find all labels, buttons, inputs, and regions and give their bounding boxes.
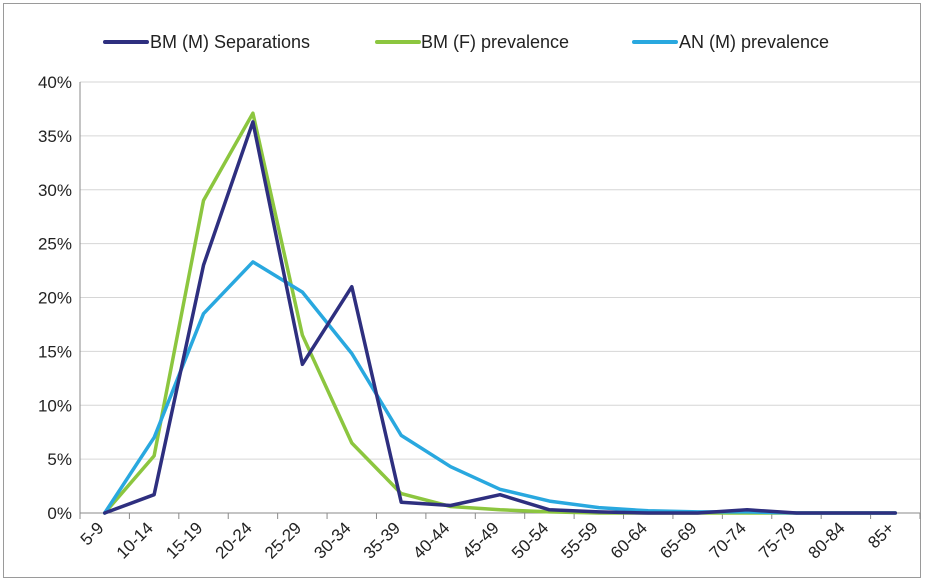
axes xyxy=(79,82,921,519)
y-tick-label: 25% xyxy=(38,235,72,254)
gridlines xyxy=(80,81,920,460)
legend-item: AN (M) prevalence xyxy=(632,32,829,52)
y-tick-label: 20% xyxy=(38,289,72,308)
legend-label: BM (F) prevalence xyxy=(421,32,569,52)
y-tick-label: 40% xyxy=(38,73,72,92)
legend-item: BM (M) Separations xyxy=(103,32,310,52)
y-tick-label: 30% xyxy=(38,181,72,200)
y-tick-label: 15% xyxy=(38,342,72,361)
y-tick-label: 35% xyxy=(38,127,72,146)
x-tick-label: 80-84 xyxy=(805,518,849,562)
series-line-0 xyxy=(102,120,898,515)
series-line-2 xyxy=(102,260,898,515)
x-axis-tick-labels: 5-9 10-14 15-19 20-24 25-29 30-34 35-39 40-44 45… xyxy=(77,518,898,562)
x-tick-label: 55-59 xyxy=(557,518,601,562)
x-tick-label: 70-74 xyxy=(706,518,750,562)
x-tick-label: 25-29 xyxy=(261,518,305,562)
x-tick-label: 75-79 xyxy=(755,518,799,562)
y-axis-tick-labels: 0% 5% 10% 15% 20% 25% 30% 35% 40% xyxy=(38,73,72,523)
series-line-1 xyxy=(102,111,898,515)
x-tick-label: 60-64 xyxy=(607,518,651,562)
y-tick-label: 5% xyxy=(47,450,72,469)
legend: BM (M) Separations BM (F) prevalence AN (M… xyxy=(103,32,829,52)
y-tick-label: 10% xyxy=(38,396,72,415)
x-tick-label: 85+ xyxy=(864,518,898,552)
x-tick-label: 10-14 xyxy=(113,518,157,562)
x-tick-label: 35-39 xyxy=(360,518,404,562)
x-tick-label: 30-34 xyxy=(310,518,354,562)
y-tick-label: 0% xyxy=(47,504,72,523)
x-tick-label: 15-19 xyxy=(162,518,206,562)
x-tick-label: 45-49 xyxy=(459,518,503,562)
legend-label: BM (M) Separations xyxy=(150,32,310,52)
series-lines xyxy=(102,111,898,515)
legend-label: AN (M) prevalence xyxy=(679,32,829,52)
legend-item: BM (F) prevalence xyxy=(375,32,569,52)
x-tick-label: 40-44 xyxy=(409,518,453,562)
x-tick-label: 50-54 xyxy=(508,518,552,562)
x-tick-label: 20-24 xyxy=(212,518,256,562)
x-tick-label: 5-9 xyxy=(77,518,108,549)
x-tick-label: 65-69 xyxy=(656,518,700,562)
